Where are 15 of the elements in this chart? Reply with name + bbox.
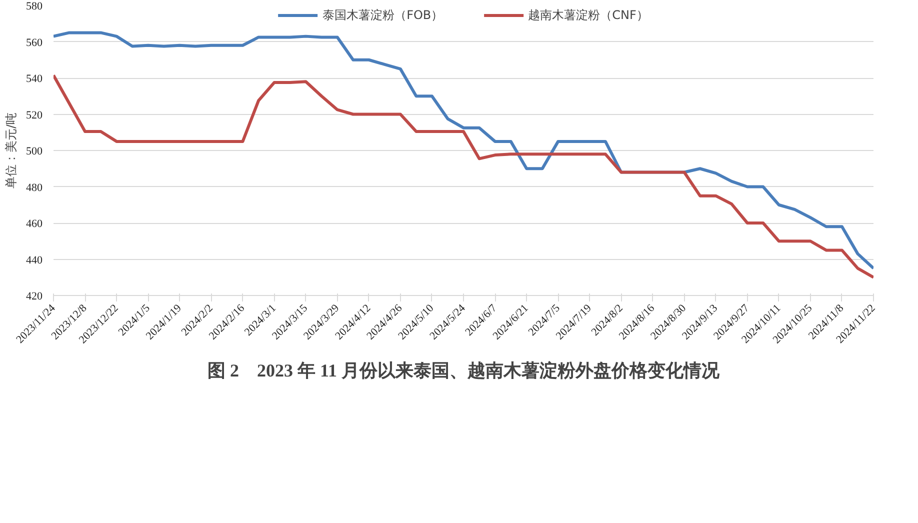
y-tick-label: 480 bbox=[26, 182, 43, 194]
y-tick-label: 500 bbox=[26, 146, 43, 158]
y-tick-label: 540 bbox=[26, 73, 43, 85]
y-tick-label: 420 bbox=[26, 290, 43, 302]
y-tick-label: 580 bbox=[26, 0, 43, 12]
y-tick-label: 440 bbox=[26, 254, 43, 266]
line-series bbox=[54, 74, 874, 279]
text: 图 2 2023 年 11 月份以来泰国、越南木薯淀粉外盘价格变化情况 bbox=[207, 360, 721, 380]
y-axis-title: 单位：美元/吨 bbox=[4, 112, 18, 189]
line-series bbox=[54, 31, 874, 270]
y-tick-label: 560 bbox=[26, 36, 43, 49]
y-tick-label: 520 bbox=[26, 109, 43, 122]
legend-label: 越南木薯淀粉（CNF） bbox=[528, 6, 648, 24]
y-tick-label: 460 bbox=[26, 218, 43, 230]
legend-label: 泰国木薯淀粉（FOB） bbox=[322, 6, 444, 24]
